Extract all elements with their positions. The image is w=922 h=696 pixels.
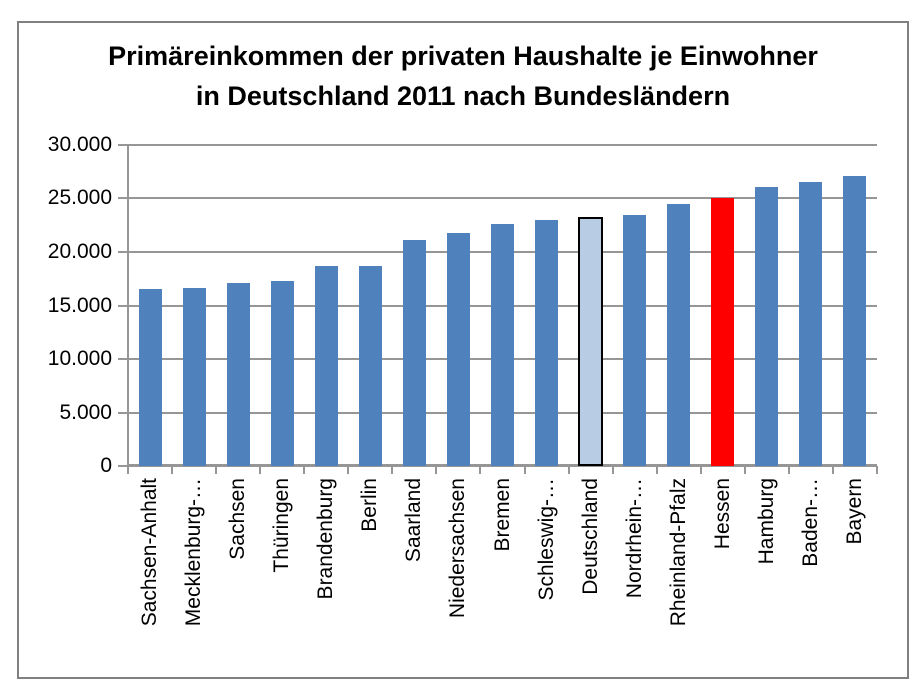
x-tick-6 bbox=[391, 466, 393, 474]
x-axis-label-bayern: Bayern bbox=[842, 478, 866, 545]
bar-niedersachsen bbox=[446, 233, 470, 466]
x-tick-4 bbox=[303, 466, 305, 474]
x-axis-label-mecklenburg: Mecklenburg-… bbox=[182, 478, 206, 627]
bar-nordrhein bbox=[623, 215, 647, 466]
x-tick-13 bbox=[700, 466, 702, 474]
bar-schleswig bbox=[535, 220, 559, 466]
bar-hamburg bbox=[755, 187, 779, 466]
bar-bremen bbox=[491, 224, 514, 466]
x-tick-1 bbox=[171, 466, 173, 474]
x-tick-8 bbox=[479, 466, 481, 474]
x-tick-9 bbox=[524, 466, 526, 474]
y-axis-label-5000: 5.000 bbox=[59, 401, 112, 424]
gridline-30000 bbox=[128, 144, 877, 146]
y-axis-label-10000: 10.000 bbox=[47, 347, 112, 370]
x-axis-label-schleswig: Schleswig-… bbox=[534, 478, 558, 601]
x-axis-label-baden: Baden-… bbox=[798, 478, 822, 567]
x-axis-label-niedersachsen: Niedersachsen bbox=[446, 478, 470, 619]
bar-berlin bbox=[358, 266, 382, 466]
x-axis-labels: Sachsen-Anhalt Mecklenburg-… Sachsen Thürin… bbox=[128, 478, 877, 676]
bar-hessen bbox=[711, 198, 735, 466]
bar-mecklenburg bbox=[182, 288, 206, 466]
x-axis-label-th-ringen: Thüringen bbox=[270, 478, 294, 573]
x-axis-label-bremen: Bremen bbox=[490, 478, 514, 552]
x-tick-14 bbox=[744, 466, 746, 474]
bar-sachsen bbox=[226, 283, 250, 466]
x-axis-label-sachsen: Sachsen bbox=[226, 478, 250, 560]
x-tick-2 bbox=[215, 466, 217, 474]
x-tick-0 bbox=[127, 466, 129, 474]
bar-saarland bbox=[402, 240, 426, 466]
y-axis-label-30000: 30.000 bbox=[47, 133, 112, 156]
bar-th-ringen bbox=[270, 281, 294, 466]
x-tick-11 bbox=[612, 466, 614, 474]
y-axis-line bbox=[127, 145, 129, 474]
x-axis-label-brandenburg: Brandenburg bbox=[314, 478, 338, 600]
y-axis-label-25000: 25.000 bbox=[47, 186, 112, 209]
y-tick-15000 bbox=[118, 305, 128, 307]
x-axis-label-berlin: Berlin bbox=[358, 478, 382, 532]
bar-sachsen-anhalt bbox=[138, 289, 162, 466]
gridline-25000 bbox=[128, 197, 877, 199]
y-tick-0 bbox=[118, 465, 128, 467]
y-tick-25000 bbox=[118, 197, 128, 199]
x-axis-label-hamburg: Hamburg bbox=[754, 478, 778, 565]
y-tick-5000 bbox=[118, 412, 128, 414]
y-tick-30000 bbox=[118, 144, 128, 146]
x-tick-15 bbox=[788, 466, 790, 474]
y-axis-label-15000: 15.000 bbox=[47, 294, 112, 317]
x-axis-label-saarland: Saarland bbox=[402, 478, 426, 563]
bar-deutschland bbox=[578, 217, 604, 466]
x-axis-label-nordrhein: Nordrhein-… bbox=[622, 478, 646, 599]
x-tick-10 bbox=[568, 466, 570, 474]
bar-rheinland-pfalz bbox=[667, 204, 691, 466]
x-tick-12 bbox=[656, 466, 658, 474]
x-tick-17 bbox=[876, 466, 878, 474]
chart-frame: Primäreinkommen der privaten Haushalte j… bbox=[17, 21, 909, 679]
y-tick-20000 bbox=[118, 251, 128, 253]
bar-baden bbox=[799, 182, 823, 466]
chart-title-line2: in Deutschland 2011 nach Bundesländern bbox=[195, 81, 731, 111]
x-tick-16 bbox=[832, 466, 834, 474]
x-tick-7 bbox=[435, 466, 437, 474]
x-axis-label-deutschland: Deutschland bbox=[578, 478, 602, 595]
y-tick-10000 bbox=[118, 358, 128, 360]
y-axis-label-0: 0 bbox=[100, 454, 112, 477]
y-axis-label-20000: 20.000 bbox=[47, 240, 112, 263]
x-axis-label-rheinland-pfalz: Rheinland-Pfalz bbox=[666, 478, 690, 627]
plot-area bbox=[118, 144, 878, 474]
bar-brandenburg bbox=[314, 266, 338, 466]
chart-title: Primäreinkommen der privaten Haushalte j… bbox=[19, 36, 907, 116]
bar-bayern bbox=[843, 176, 867, 466]
x-tick-5 bbox=[347, 466, 349, 474]
x-tick-3 bbox=[259, 466, 261, 474]
x-axis-label-sachsen-anhalt: Sachsen-Anhalt bbox=[138, 478, 162, 627]
x-axis-label-hessen: Hessen bbox=[710, 478, 734, 550]
chart-title-line1: Primäreinkommen der privaten Haushalte j… bbox=[108, 41, 818, 71]
